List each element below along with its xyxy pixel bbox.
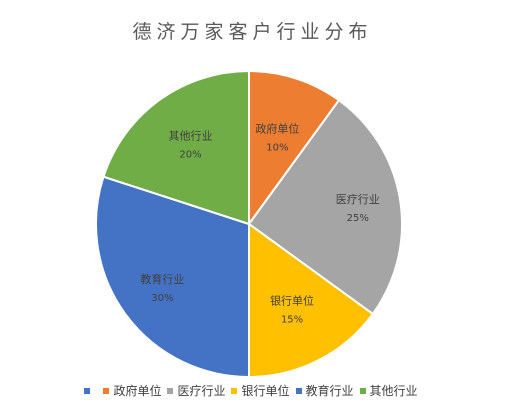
chart-legend: 政府单位 医疗行业 银行单位 教育行业 其他行业 bbox=[0, 382, 505, 399]
slice-category-label: 银行单位 bbox=[270, 294, 314, 308]
legend-item: 其他行业 bbox=[359, 382, 418, 399]
slice-percent-label: 15% bbox=[281, 315, 303, 326]
legend-item: 教育行业 bbox=[295, 382, 354, 399]
slice-percent-label: 20% bbox=[179, 150, 201, 161]
legend-label: 政府单位 bbox=[113, 384, 162, 398]
slice-percent-label: 25% bbox=[347, 213, 369, 224]
pie-slice-1 bbox=[248, 69, 341, 228]
pie-slice-2 bbox=[247, 98, 403, 316]
legend-swatch bbox=[167, 387, 174, 394]
legend-swatch bbox=[231, 387, 238, 394]
legend-label: 银行单位 bbox=[241, 384, 290, 398]
legend-item: 银行单位 bbox=[231, 382, 290, 399]
slice-category-label: 政府单位 bbox=[255, 122, 299, 136]
legend-swatch bbox=[103, 387, 110, 394]
slice-percent-label: 10% bbox=[266, 143, 288, 154]
pie-slice-3 bbox=[248, 222, 375, 379]
legend-item: 医疗行业 bbox=[167, 382, 225, 399]
legend-label: 医疗行业 bbox=[177, 384, 226, 398]
legend-item: 政府单位 bbox=[103, 382, 161, 399]
legend-marker bbox=[84, 387, 91, 394]
legend-swatch bbox=[359, 387, 366, 394]
legend-label: 其他行业 bbox=[369, 384, 418, 398]
slice-category-label: 教育行业 bbox=[140, 272, 184, 286]
chart-title: 德济万家客户行业分布 bbox=[132, 21, 373, 43]
slice-category-label: 医疗行业 bbox=[336, 192, 380, 206]
slice-percent-label: 30% bbox=[151, 293, 173, 304]
legend-label: 教育行业 bbox=[305, 384, 354, 398]
pie-slice-5 bbox=[102, 69, 250, 226]
legend-swatch bbox=[295, 387, 302, 394]
slice-category-label: 其他行业 bbox=[169, 130, 213, 143]
pie-slice-4 bbox=[95, 175, 250, 379]
